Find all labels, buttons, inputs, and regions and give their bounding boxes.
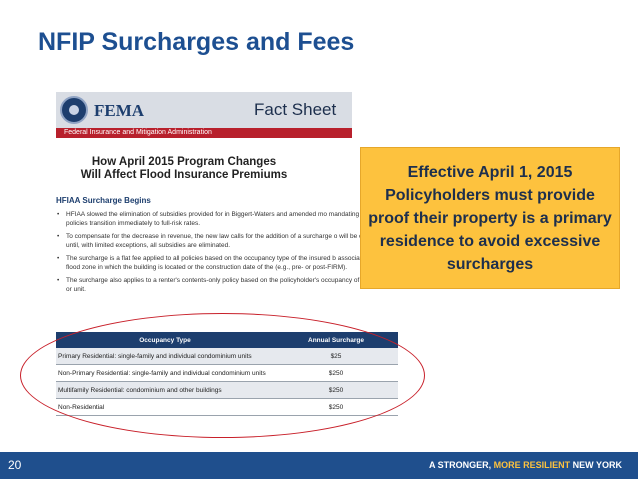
bullet-item: The surcharge also applies to a renter's…	[56, 276, 396, 294]
footer-tagline: A STRONGER, MORE RESILIENT NEW YORK	[429, 460, 622, 470]
section-heading: HFIAA Surcharge Begins	[56, 196, 151, 205]
bullet-item: To compensate for the decrease in revenu…	[56, 232, 396, 250]
dhs-seal-icon	[60, 96, 88, 124]
fact-sheet-title-line2: Will Affect Flood Insurance Premiums	[80, 169, 288, 181]
callout-box: Effective April 1, 2015 Policyholders mu…	[360, 147, 620, 289]
bullet-list: HFIAA slowed the elimination of subsidie…	[56, 210, 396, 298]
tagline-highlight: MORE RESILIENT	[493, 460, 571, 470]
fema-logo-text: FEMA	[94, 101, 145, 120]
callout-text: Effective April 1, 2015 Policyholders mu…	[368, 163, 612, 273]
agency-bar-text: Federal Insurance and Mitigation Adminis…	[64, 129, 212, 136]
agency-bar: Federal Insurance and Mitigation Adminis…	[56, 128, 352, 138]
fact-sheet-title-line1: How April 2015 Program Changes	[91, 156, 277, 168]
fact-sheet-label: Fact Sheet	[254, 100, 337, 119]
fema-header: FEMA Fact Sheet	[56, 92, 352, 128]
tagline-part1: A STRONGER,	[428, 460, 494, 470]
fact-sheet-title: How April 2015 Program Changes Will Affe…	[56, 156, 312, 182]
bullet-item: HFIAA slowed the elimination of subsidie…	[56, 210, 396, 228]
slide-title: NFIP Surcharges and Fees	[38, 28, 355, 56]
page-number: 20	[8, 458, 22, 472]
footer-bar: 20 A STRONGER, MORE RESILIENT NEW YORK	[0, 452, 638, 479]
highlight-ellipse	[20, 313, 425, 438]
bullet-item: The surcharge is a flat fee applied to a…	[56, 254, 396, 272]
tagline-part2: NEW YORK	[570, 460, 622, 470]
